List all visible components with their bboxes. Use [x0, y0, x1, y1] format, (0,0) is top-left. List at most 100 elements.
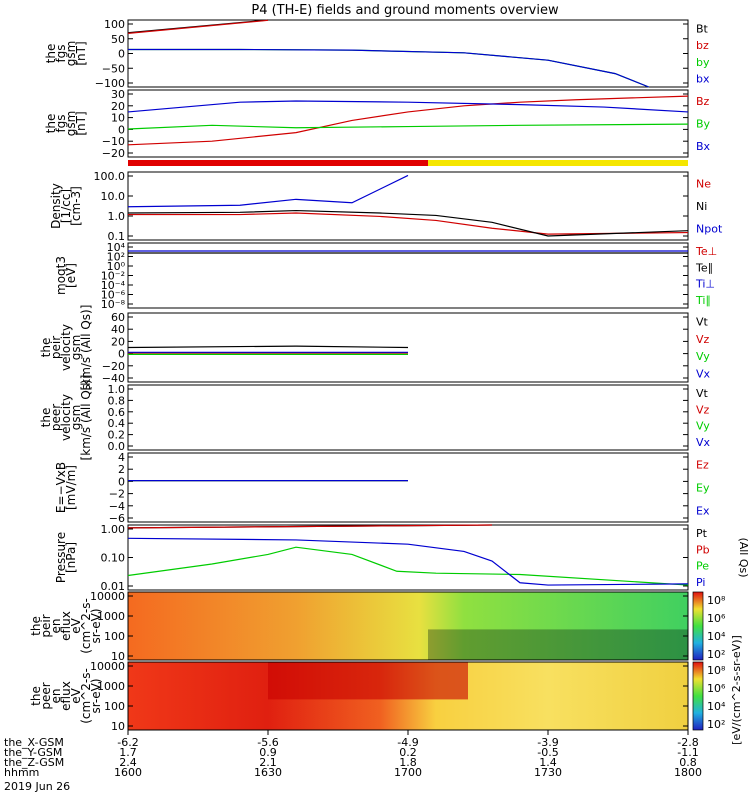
colorbar-tick-label: 10⁴	[707, 700, 726, 713]
legend-entry: Ex	[696, 505, 710, 518]
ephemeris-value: 0.2	[399, 746, 417, 759]
y-tick-label: 0	[118, 475, 125, 488]
series-line-Ni	[127, 209, 689, 237]
y-tick-label: 100.0	[94, 170, 126, 183]
y-tick-label: 10000	[90, 660, 125, 673]
series-line-by	[128, 48, 650, 88]
legend-entry: Pi	[696, 576, 705, 589]
y-tick-label: 20	[111, 100, 125, 113]
date-label: 2019 Jun 26	[4, 780, 70, 793]
legend-entry: bx	[696, 73, 710, 86]
legend-entry: Te∥	[695, 261, 713, 274]
colorbar-label: [eV/(cm^2-s-sr-eV)]	[730, 635, 743, 745]
y-tick-label: 2	[118, 463, 125, 476]
y-tick-label: 1000	[97, 610, 125, 623]
y-tick-label: 50	[111, 33, 125, 46]
y-axis-label: velocity	[59, 324, 73, 371]
y-tick-label: 10.0	[101, 190, 126, 203]
legend-entry: Vz	[696, 403, 710, 416]
y-tick-label: 60	[111, 311, 125, 324]
colorbar	[692, 591, 704, 661]
y-axis-label: eV	[69, 617, 83, 633]
legend-entry: Vz	[696, 333, 710, 346]
y-tick-label: 30	[111, 88, 125, 101]
legend-entry: Ti∥	[695, 294, 711, 307]
legend-entry: Bt	[696, 22, 709, 35]
legend-entry: Vt	[696, 387, 709, 400]
legend-entry: Ni	[696, 200, 707, 213]
y-tick-label: 0	[118, 348, 125, 361]
panel-frame	[127, 384, 689, 451]
y-axis-label: [nT]	[74, 111, 88, 135]
hot-region	[268, 662, 468, 700]
y-tick-label: 1000	[97, 680, 125, 693]
y-axis-label: the	[39, 338, 53, 358]
colorbar-tick-label: 10⁶	[707, 612, 726, 625]
y-axis-label: [km/s (All Qs)]	[79, 375, 93, 461]
series-line-Ne	[128, 212, 689, 235]
ephemeris-value: -5.6	[257, 736, 278, 749]
y-tick-label: 1.00	[101, 523, 126, 536]
legend-entry: Vy	[696, 420, 710, 433]
y-tick-label: 10⁻⁴	[101, 279, 126, 292]
y-tick-label: 100	[104, 630, 125, 643]
series-line-Pb	[127, 524, 493, 529]
y-axis-label: [mV/m]	[64, 465, 78, 510]
series-line-Bx	[127, 100, 689, 113]
y-axis-label: fgs	[54, 114, 68, 132]
y-axis-label: the	[44, 114, 58, 134]
legend-entry: Vt	[696, 316, 709, 329]
y-axis-label: sr-eV)	[89, 678, 103, 713]
y-tick-label: −10	[102, 135, 125, 148]
y-axis-label: eV	[69, 687, 83, 703]
series-line-Pi	[127, 537, 689, 586]
y-tick-label: 0.10	[101, 552, 126, 565]
y-tick-label: −20	[102, 360, 125, 373]
panel-frame	[127, 89, 689, 158]
series-line-Bz	[127, 95, 689, 146]
y-axis-label: peir	[49, 336, 63, 359]
y-tick-label: 1.0	[108, 210, 126, 223]
panel-pressure: 1.00 0.10 0.01 Pressure[nPa] Pt Pb Pe Pi (All Qs…	[54, 523, 750, 593]
y-axis-label: (cm^2-s-	[79, 598, 93, 654]
panel-peer-vel: 1.00.80.60.40.20.0 thepeervelocitygsm[km/…	[39, 375, 711, 461]
y-axis-label: moqt3	[54, 256, 68, 295]
panel-efield: 420−2−4−6 E=−VxB[mV/m] Ez Ey Ex	[54, 451, 710, 525]
ephemeris-value: -4.9	[397, 736, 418, 749]
y-tick-label: 100	[104, 18, 125, 31]
y-tick-label: −40	[102, 372, 125, 385]
ephemeris-value: -1.1	[677, 746, 698, 759]
y-axis-label: Pressure	[54, 532, 68, 583]
ephemeris-value: 0.8	[679, 756, 697, 769]
panel-frame	[127, 452, 689, 523]
legend-entry: by	[696, 56, 710, 69]
y-tick-label: −50	[102, 62, 125, 75]
ephemeris-value: -6.2	[117, 736, 138, 749]
y-axis-label: peer	[49, 404, 63, 431]
ephemeris-value: 1800	[674, 766, 702, 779]
y-axis-label: gsm	[64, 111, 78, 137]
y-axis-label: (cm^2-s-	[79, 668, 93, 724]
series-line-Npot	[127, 174, 409, 208]
y-axis-label: [1/cc]	[59, 189, 73, 223]
ephemeris-value: -0.5	[537, 746, 558, 759]
panel-frame	[127, 171, 689, 241]
y-axis-label: E=−VxB	[54, 462, 68, 513]
y-tick-label: −4	[109, 500, 125, 513]
ephemeris-value: 2.1	[259, 756, 277, 769]
legend-entry: Npot	[696, 223, 723, 236]
series-line-By	[127, 123, 689, 130]
legend-entry: By	[696, 118, 711, 131]
y-tick-label: 0.01	[101, 580, 126, 593]
y-tick-label: 0.2	[108, 429, 126, 442]
series-line-bz	[127, 19, 269, 34]
panel-frame	[127, 19, 689, 88]
y-tick-label: 0.0	[108, 440, 126, 453]
y-tick-label: 0.6	[108, 406, 126, 419]
y-axis-label: [nPa]	[64, 542, 78, 573]
legend-entry: Ne	[696, 177, 711, 190]
ephemeris-row-label: hhmm	[4, 766, 39, 779]
y-axis-label: gsm	[64, 41, 78, 67]
y-axis-label: velocity	[59, 394, 73, 441]
